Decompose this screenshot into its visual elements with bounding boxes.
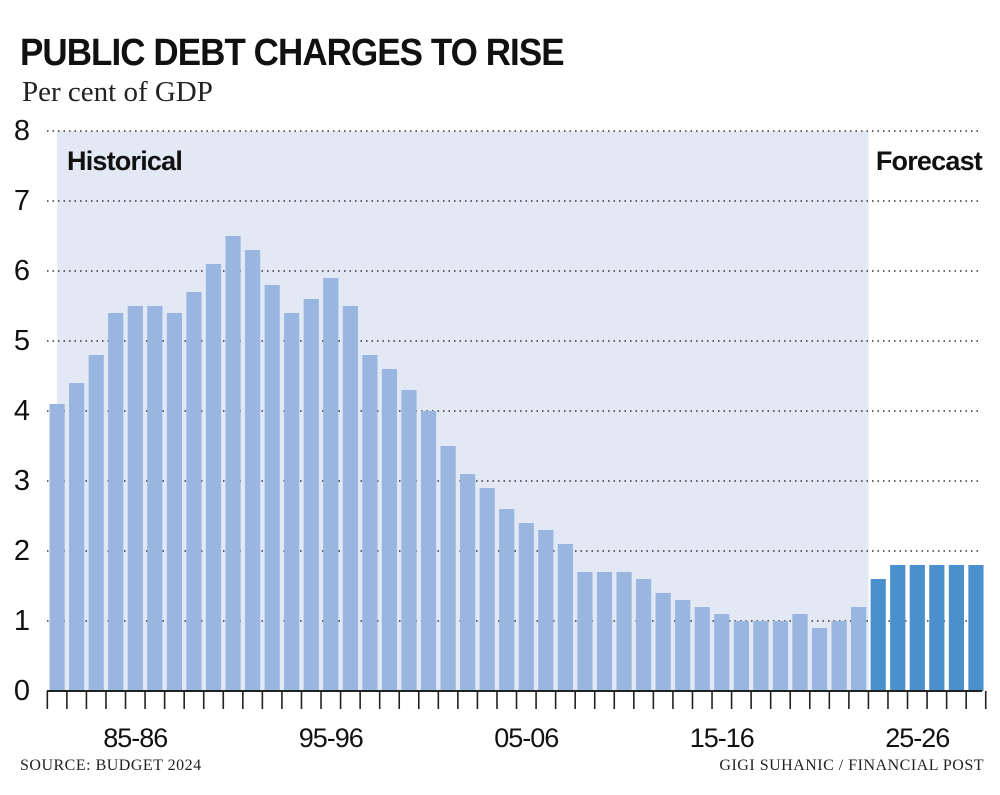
x-tick-label: 85-86 (103, 723, 167, 753)
historical-bar (616, 572, 632, 691)
historical-bar (811, 628, 828, 691)
forecast-bar (948, 565, 964, 691)
forecast-bar (909, 565, 925, 691)
historical-bar (831, 621, 847, 691)
forecast-bar (890, 565, 906, 691)
historical-bar (577, 572, 593, 691)
historical-bar (851, 607, 867, 691)
historical-bar (753, 621, 769, 691)
historical-bar (792, 614, 808, 691)
historical-bar (49, 404, 65, 691)
chart-subtitle: Per cent of GDP (22, 76, 213, 108)
forecast-bar (968, 565, 984, 691)
historical-bar (636, 579, 652, 691)
chart-title: PUBLIC DEBT CHARGES TO RISE (20, 32, 565, 74)
forecast-bar (870, 579, 886, 691)
historical-bar (69, 383, 85, 691)
historical-bar (323, 278, 339, 691)
historical-bar (284, 313, 300, 691)
y-tick-label: 7 (14, 185, 30, 217)
historical-bar (538, 530, 554, 691)
x-tick-label: 15-16 (690, 723, 754, 753)
x-tick-label: 95-96 (299, 723, 363, 753)
historical-bar (401, 390, 417, 691)
historical-bar (381, 369, 398, 691)
historical-bar (420, 411, 437, 691)
historical-bar (440, 446, 456, 691)
historical-bar (127, 306, 143, 691)
historical-bar (147, 306, 163, 691)
historical-bar (596, 572, 613, 691)
x-tick-label: 05-06 (494, 723, 558, 753)
historical-bar (733, 621, 749, 691)
historical-bar (557, 544, 573, 691)
historical-bar (166, 313, 182, 691)
x-tick-label: 25-26 (885, 723, 949, 753)
y-tick-label: 1 (14, 605, 30, 637)
credit-note: GIGI SUHANIC / FINANCIAL POST (719, 757, 984, 774)
historical-bar (186, 292, 202, 691)
historical-bar (303, 299, 319, 691)
historical-bar (499, 509, 515, 691)
historical-bar (205, 264, 222, 691)
historical-bar (714, 614, 730, 691)
y-tick-label: 4 (14, 395, 30, 427)
historical-bar (225, 236, 241, 691)
historical-bar (264, 285, 280, 691)
historical-bar (88, 355, 104, 691)
forecast-bar (929, 565, 945, 691)
historical-bar (772, 621, 789, 691)
historical-bar (694, 607, 710, 691)
historical-label: Historical (67, 146, 182, 176)
y-tick-label: 5 (14, 325, 30, 357)
y-tick-label: 2 (14, 535, 30, 567)
historical-bar (342, 306, 358, 691)
y-tick-label: 6 (14, 255, 30, 287)
y-tick-label: 0 (14, 675, 30, 707)
y-tick-label: 8 (14, 115, 30, 147)
y-tick-label: 3 (14, 465, 30, 497)
historical-bar (245, 250, 261, 691)
historical-bar (479, 488, 495, 691)
source-note: SOURCE: BUDGET 2024 (20, 757, 202, 774)
historical-bar (108, 313, 124, 691)
historical-bar (362, 355, 378, 691)
historical-bar (460, 474, 476, 691)
forecast-label: Forecast (876, 146, 983, 176)
historical-bar (655, 593, 671, 691)
historical-bar (518, 523, 534, 691)
historical-bar (675, 600, 691, 691)
